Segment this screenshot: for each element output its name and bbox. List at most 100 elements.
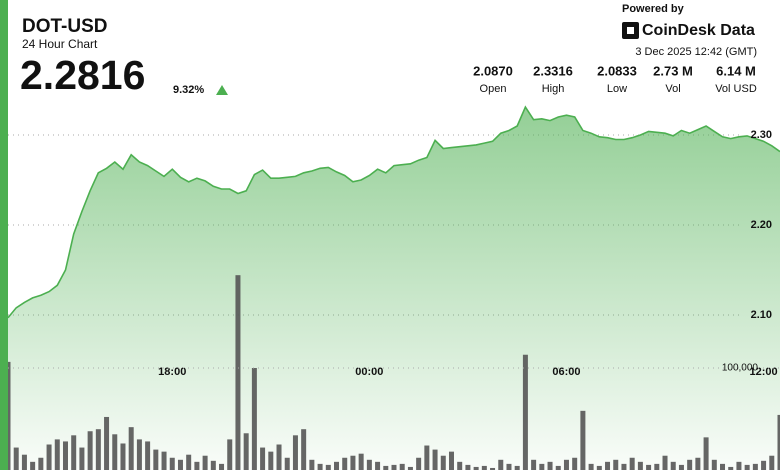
- volume-bar: [309, 459, 315, 470]
- volume-bar: [128, 427, 134, 470]
- volume-bar: [95, 429, 101, 470]
- volume-bar: [153, 449, 159, 470]
- stat-value: 2.0833: [597, 63, 637, 78]
- volume-bar: [670, 461, 676, 470]
- price-area: [8, 107, 780, 470]
- volume-bar: [407, 466, 413, 470]
- volume-bar: [169, 457, 175, 470]
- volume-bar: [596, 465, 602, 470]
- volume-bar: [227, 439, 233, 470]
- volume-bar: [563, 459, 569, 470]
- volume-bar: [136, 439, 142, 470]
- volume-bar: [662, 455, 668, 470]
- volume-bar: [186, 454, 192, 470]
- volume-bar: [629, 457, 635, 470]
- volume-bar: [358, 453, 364, 470]
- volume-bar: [38, 457, 44, 470]
- stat-value: 2.0870: [473, 63, 513, 78]
- volume-bar: [235, 275, 241, 470]
- volume-bar: [752, 463, 758, 470]
- volume-bar: [399, 463, 405, 470]
- volume-bar: [161, 451, 167, 470]
- volume-bar: [539, 463, 545, 470]
- volume-bar: [79, 447, 85, 470]
- volume-bar: [457, 461, 463, 470]
- price-line: [7, 105, 780, 319]
- logo-inner: [627, 27, 634, 34]
- volume-bar: [301, 429, 307, 470]
- volume-bar: [284, 457, 290, 470]
- volume-bar: [112, 434, 118, 470]
- volume-bar: [728, 466, 734, 470]
- y-tick-label: 2.30: [751, 129, 772, 141]
- volume-bar: [605, 461, 611, 470]
- volume-bar: [514, 465, 520, 470]
- volume-bar: [695, 457, 701, 470]
- volume-bar: [432, 449, 438, 470]
- volume-bar: [325, 464, 331, 470]
- volume-bar: [87, 431, 93, 470]
- volume-bar: [120, 443, 126, 470]
- volume-bar: [13, 447, 19, 470]
- x-tick-label: 00:00: [355, 366, 383, 378]
- volume-bar: [334, 461, 340, 470]
- volume-bar: [424, 445, 430, 470]
- volume-bar: [572, 457, 578, 470]
- volume-bar: [703, 437, 709, 470]
- volume-bar: [506, 463, 512, 470]
- volume-bar: [366, 459, 372, 470]
- volume-bar: [448, 451, 454, 470]
- accent-bar: [0, 0, 8, 470]
- volume-bar: [490, 467, 496, 470]
- volume-bar: [711, 459, 717, 470]
- change: 9.32%: [173, 84, 204, 96]
- volume-bar: [268, 451, 274, 470]
- volume-bar: [292, 435, 298, 470]
- symbol: DOT-USD: [22, 16, 108, 37]
- volume-bar: [276, 444, 282, 470]
- timestamp: 3 Dec 2025 12:42 (GMT): [635, 46, 757, 58]
- volume-bar: [522, 354, 528, 470]
- volume-bar: [678, 464, 684, 470]
- volume-bar: [30, 461, 36, 470]
- stat-label: Vol: [665, 83, 680, 95]
- volume-bar: [736, 461, 742, 470]
- volume-bar: [219, 463, 225, 470]
- volume-bar: [317, 463, 323, 470]
- brand: CoinDesk Data: [642, 22, 755, 39]
- volume-bar: [621, 463, 627, 470]
- volume-bar: [251, 368, 257, 470]
- volume-bar: [481, 465, 487, 470]
- volume-bar: [555, 465, 561, 470]
- volume-bar: [194, 461, 200, 470]
- volume-bar: [54, 439, 60, 470]
- volume-bar: [498, 459, 504, 470]
- x-tick-label: 06:00: [552, 366, 580, 378]
- x-tick-label: 12:00: [750, 366, 778, 378]
- volume-bar: [350, 455, 356, 470]
- up-arrow: [216, 85, 228, 95]
- price: 2.2816: [20, 52, 145, 98]
- volume-bar: [744, 464, 750, 470]
- volume-bar: [646, 464, 652, 470]
- volume-bar: [375, 461, 381, 470]
- volume-bar: [210, 460, 216, 470]
- volume-bar: [531, 459, 537, 470]
- y2-tick-label: 100,000: [722, 363, 759, 374]
- volume-bar: [71, 435, 77, 470]
- volume-bar: [46, 444, 52, 470]
- volume-bar: [720, 463, 726, 470]
- volume-bar: [145, 441, 151, 470]
- stat-label: Open: [480, 83, 507, 95]
- volume-bar: [637, 461, 643, 470]
- plot: 18:00 00:00 06:00 12:00: [5, 105, 780, 470]
- volume-bar: [202, 455, 208, 470]
- volume-bar: [440, 455, 446, 470]
- volume-bar: [654, 463, 660, 470]
- volume-bar: [383, 465, 389, 470]
- stat-value: 2.73 M: [653, 63, 693, 78]
- volume-bar: [580, 410, 586, 470]
- volume-bar: [547, 461, 553, 470]
- stat-label: High: [542, 83, 565, 95]
